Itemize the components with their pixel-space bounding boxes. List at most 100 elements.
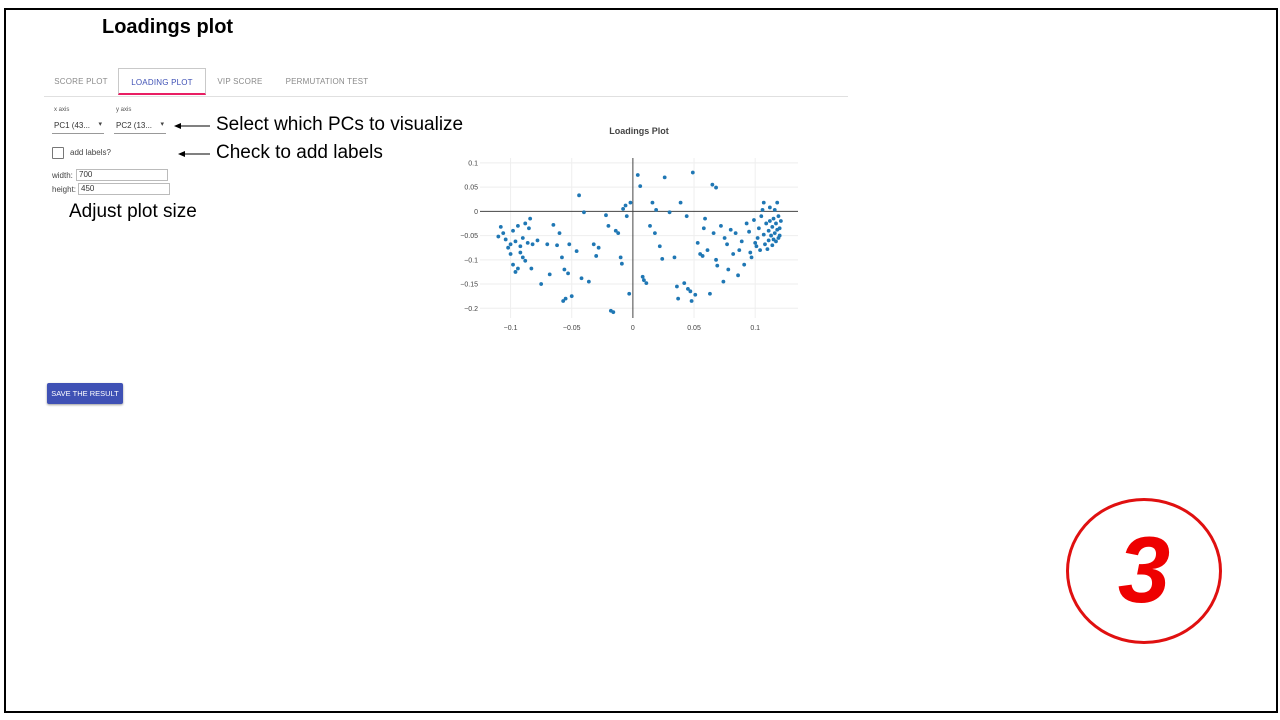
data-point <box>516 223 520 228</box>
loadings-chart: Loadings Plot −0.1 −0.05 0 0.05 0.10.10.050−… <box>460 126 798 332</box>
x-tick-label: −0.05 <box>563 325 581 332</box>
data-point <box>555 243 559 248</box>
y-tick-label: −0.1 <box>464 257 478 264</box>
tab-permutation-test[interactable]: PERMUTATION TEST <box>285 77 369 86</box>
data-point <box>733 231 738 236</box>
data-point <box>516 266 520 271</box>
data-point <box>728 227 733 232</box>
data-point <box>693 292 698 297</box>
data-point <box>770 243 775 248</box>
data-point <box>769 233 773 238</box>
tab-vip-score[interactable]: VIP SCORE <box>217 77 263 86</box>
annotation-check-labels: Check to add labels <box>216 142 383 163</box>
data-point <box>776 214 781 219</box>
y-axis-select[interactable]: PC2 (13... ▾ <box>114 119 166 134</box>
data-point <box>742 262 747 267</box>
data-point <box>686 287 690 291</box>
x-axis-select[interactable]: PC1 (43... ▾ <box>52 119 104 134</box>
data-point <box>739 239 744 244</box>
tab-loading-plot[interactable]: LOADING PLOT <box>118 68 206 95</box>
data-point <box>561 299 566 303</box>
data-point <box>657 244 662 249</box>
width-label: width: <box>52 171 73 180</box>
data-point <box>569 294 574 299</box>
data-point <box>752 218 756 222</box>
data-point <box>774 221 778 226</box>
height-input[interactable]: 450 <box>78 183 170 195</box>
data-point <box>754 244 759 249</box>
data-point <box>690 170 695 175</box>
data-point <box>547 272 552 277</box>
data-point <box>496 234 501 239</box>
data-point <box>711 231 716 236</box>
data-point <box>775 200 780 205</box>
y-axis-label: y axis <box>116 107 132 113</box>
y-tick-label: −0.15 <box>460 282 478 289</box>
data-point <box>513 270 518 274</box>
data-point <box>635 173 640 177</box>
data-point <box>654 207 659 212</box>
data-point <box>586 279 591 284</box>
data-point <box>528 216 533 221</box>
tab-score-plot[interactable]: SCORE PLOT <box>54 77 108 86</box>
data-point <box>736 273 740 278</box>
data-point <box>506 245 511 250</box>
data-point <box>778 219 783 223</box>
data-point <box>535 238 540 243</box>
add-labels-checkbox[interactable] <box>52 147 64 159</box>
data-point <box>518 250 523 255</box>
arrow-left-icon <box>174 123 181 129</box>
annotation-arrows <box>174 123 210 157</box>
data-point <box>591 242 596 247</box>
save-result-button[interactable]: SAVE THE RESULT <box>47 383 123 404</box>
data-point <box>530 242 535 247</box>
data-point <box>574 249 579 253</box>
data-point <box>539 282 544 286</box>
x-tick-label: 0.05 <box>687 325 701 332</box>
data-point <box>747 229 751 234</box>
data-point <box>650 200 655 205</box>
annotation-select-pcs: Select which PCs to visualize <box>216 114 464 135</box>
data-point <box>582 210 586 215</box>
data-point <box>604 213 608 218</box>
data-point <box>766 238 771 243</box>
data-point <box>667 210 672 215</box>
y-tick-label: 0.05 <box>464 185 478 192</box>
data-point <box>722 236 727 240</box>
data-point <box>523 258 528 263</box>
width-input[interactable]: 700 <box>76 169 168 181</box>
data-point <box>660 256 665 261</box>
add-labels-label: add labels? <box>70 148 111 157</box>
data-point <box>756 226 761 231</box>
x-axis-label: x axis <box>54 107 70 113</box>
step-badge-number: 3 <box>1117 517 1171 622</box>
data-point <box>551 223 556 227</box>
data-point <box>765 247 770 252</box>
data-point <box>627 291 632 296</box>
data-point <box>676 296 681 301</box>
arrow-left-icon <box>178 151 185 157</box>
data-point <box>527 226 531 231</box>
data-point <box>513 239 518 244</box>
data-point <box>606 223 611 228</box>
y-tick-label: −0.2 <box>464 306 478 313</box>
data-point <box>714 257 718 262</box>
y-tick-label: 0.1 <box>468 160 478 167</box>
annotation-adjust-size: Adjust plot size <box>69 201 197 222</box>
data-point <box>520 255 525 260</box>
data-point <box>644 281 649 285</box>
data-point <box>758 248 762 253</box>
data-point <box>710 182 715 187</box>
data-point <box>777 226 782 231</box>
data-point <box>525 240 530 245</box>
data-point <box>498 224 503 229</box>
data-point <box>523 221 528 226</box>
data-point <box>772 231 777 236</box>
data-point <box>624 214 629 219</box>
data-point <box>508 242 513 247</box>
data-point <box>737 248 742 253</box>
data-point <box>653 231 657 236</box>
chart-grid <box>480 158 798 318</box>
data-point <box>648 223 652 228</box>
data-point <box>611 310 616 315</box>
